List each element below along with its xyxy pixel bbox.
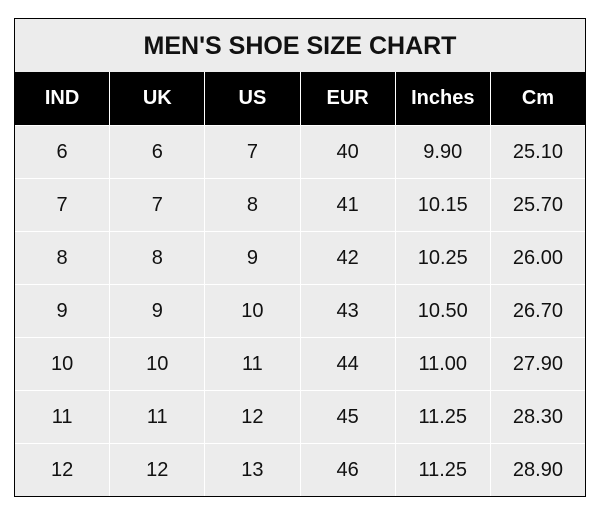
cell-eur: 44 bbox=[299, 338, 395, 390]
cell-uk: 9 bbox=[109, 285, 204, 337]
column-header-uk: UK bbox=[109, 72, 204, 125]
cell-cm: 28.90 bbox=[489, 444, 585, 496]
column-header-cm: Cm bbox=[489, 72, 585, 125]
header-row: IND UK US EUR Inches Cm bbox=[15, 72, 585, 125]
cell-eur: 46 bbox=[299, 444, 395, 496]
cell-eur: 42 bbox=[299, 232, 395, 284]
column-header-eur: EUR bbox=[299, 72, 395, 125]
table-title: MEN'S SHOE SIZE CHART bbox=[15, 19, 585, 72]
cell-cm: 27.90 bbox=[489, 338, 585, 390]
cell-us: 12 bbox=[204, 391, 299, 443]
table-row: 10 10 11 44 11.00 27.90 bbox=[15, 337, 585, 390]
cell-cm: 25.70 bbox=[489, 179, 585, 231]
cell-ind: 11 bbox=[51, 405, 73, 428]
table-row: 7 7 8 41 10.15 25.70 bbox=[15, 178, 585, 231]
cell-us: 8 bbox=[204, 179, 299, 231]
cell-us: 10 bbox=[204, 285, 299, 337]
table-row: 6 6 7 40 9.90 25.10 bbox=[15, 125, 585, 178]
cell-inches: 9.90 bbox=[394, 126, 490, 178]
table-row: 12 12 13 46 11.25 28.90 bbox=[15, 443, 585, 496]
cell-ind: 6 bbox=[56, 140, 68, 163]
cell-eur: 43 bbox=[299, 285, 395, 337]
cell-uk: 7 bbox=[109, 179, 204, 231]
cell-uk: 8 bbox=[109, 232, 204, 284]
cell-ind: 10 bbox=[50, 352, 74, 375]
cell-cm: 26.00 bbox=[489, 232, 585, 284]
cell-inches: 11.25 bbox=[394, 391, 490, 443]
cell-uk: 10 bbox=[109, 338, 204, 390]
cell-us: 7 bbox=[204, 126, 299, 178]
cell-eur: 45 bbox=[299, 391, 395, 443]
table-row: 11 11 12 45 11.25 28.30 bbox=[15, 390, 585, 443]
table-body: 6 6 7 40 9.90 25.10 7 7 8 41 10.15 25.70 8 8 9 42 10.25 2… bbox=[15, 125, 585, 496]
cell-inches: 10.50 bbox=[394, 285, 490, 337]
cell-uk: 12 bbox=[109, 444, 204, 496]
cell-inches: 10.15 bbox=[394, 179, 490, 231]
cell-ind: 9 bbox=[56, 299, 68, 322]
cell-inches: 10.25 bbox=[394, 232, 490, 284]
column-header-ind: IND bbox=[44, 87, 80, 109]
cell-us: 13 bbox=[204, 444, 299, 496]
cell-inches: 11.00 bbox=[394, 338, 490, 390]
table-row: 8 8 9 42 10.25 26.00 bbox=[15, 231, 585, 284]
table-row: 9 9 10 43 10.50 26.70 bbox=[15, 284, 585, 337]
cell-uk: 6 bbox=[109, 126, 204, 178]
cell-cm: 25.10 bbox=[489, 126, 585, 178]
cell-cm: 26.70 bbox=[489, 285, 585, 337]
column-header-inches: Inches bbox=[394, 72, 490, 125]
cell-us: 11 bbox=[204, 338, 299, 390]
cell-ind: 7 bbox=[56, 193, 68, 216]
size-chart-table: MEN'S SHOE SIZE CHART IND UK US EUR Inches Cm… bbox=[14, 18, 586, 497]
cell-ind: 8 bbox=[56, 246, 68, 269]
cell-inches: 11.25 bbox=[394, 444, 490, 496]
column-header-us: US bbox=[204, 72, 299, 125]
cell-ind: 12 bbox=[50, 458, 74, 481]
cell-cm: 28.30 bbox=[489, 391, 585, 443]
cell-eur: 40 bbox=[299, 126, 395, 178]
cell-us: 9 bbox=[204, 232, 299, 284]
cell-uk: 11 bbox=[109, 391, 204, 443]
cell-eur: 41 bbox=[299, 179, 395, 231]
